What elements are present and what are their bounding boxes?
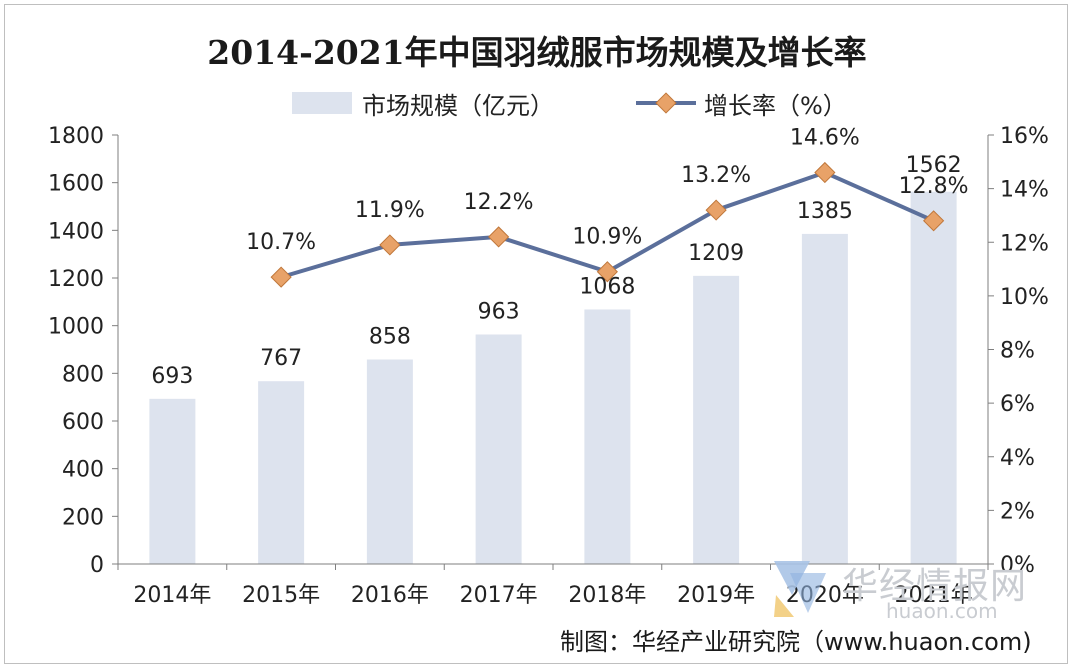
bar-2016 (366, 359, 413, 564)
growth-rate-label: 10.9% (572, 225, 642, 250)
y-right-tick-label: 0% (1000, 553, 1035, 578)
x-tick-label: 2016年 (351, 583, 429, 608)
bar-2014 (149, 398, 196, 564)
y-right-tick-label: 6% (1000, 392, 1035, 417)
y-left-tick-label: 1000 (48, 315, 104, 340)
growth-rate-marker (488, 226, 510, 248)
x-tick-label: 2019年 (677, 583, 755, 608)
y-left-tick-label: 1200 (48, 267, 104, 292)
growth-rate-label: 13.2% (681, 163, 751, 188)
source-note: 制图：华经产业研究院（www.huaon.com) (560, 628, 1032, 656)
growth-rate-marker (923, 210, 945, 232)
legend: 市场规模（亿元） 增长率（%） (0, 86, 1074, 120)
y-left-tick-label: 400 (62, 458, 104, 483)
growth-rate-label: 11.9% (355, 198, 425, 223)
y-left-tick-label: 1400 (48, 219, 104, 244)
y-left-tick-label: 0 (90, 553, 104, 578)
bar-value-label: 1209 (688, 241, 744, 266)
y-left-tick-label: 800 (62, 362, 104, 387)
y-right-tick-label: 2% (1000, 499, 1035, 524)
growth-rate-marker (814, 161, 836, 184)
y-right-tick-label: 8% (1000, 339, 1035, 364)
watermark-title: 华经情报网 (842, 566, 1028, 607)
bar-2020 (801, 233, 848, 565)
bar-2015 (258, 381, 305, 564)
bar-value-label: 963 (478, 299, 520, 324)
y-right-tick-label: 12% (1000, 231, 1049, 256)
bar-value-label: 1385 (797, 199, 853, 224)
growth-rate-label: 10.7% (246, 230, 316, 255)
x-tick-label: 2018年 (568, 583, 646, 608)
growth-rate-marker (270, 266, 292, 288)
bar-2017 (475, 334, 522, 564)
watermark-logo-icon (774, 561, 826, 617)
bar-value-label: 858 (369, 325, 411, 350)
x-tick-label: 2021年 (895, 583, 973, 608)
y-left-tick-label: 1800 (48, 124, 104, 149)
legend-label-market-size: 市场规模（亿元） (362, 91, 554, 120)
legend-bar-swatch (292, 92, 352, 114)
growth-rate-label: 12.8% (899, 174, 969, 199)
y-right-tick-label: 14% (1000, 178, 1049, 203)
y-left-tick-label: 1600 (48, 172, 104, 197)
y-right-tick-label: 4% (1000, 446, 1035, 471)
y-left-tick-label: 600 (62, 410, 104, 435)
bar-value-label: 693 (151, 364, 193, 389)
y-left-tick-label: 200 (62, 505, 104, 530)
watermark: 华经情报网 huaon.com (770, 555, 1070, 635)
legend-item-growth-rate: 增长率（%） (634, 86, 847, 120)
chart-title: 2014-2021年中国羽绒服市场规模及增长率 (207, 33, 867, 72)
watermark-url: huaon.com (886, 599, 998, 623)
y-right-tick-label: 10% (1000, 285, 1049, 310)
bar-value-label: 767 (260, 346, 302, 371)
growth-rate-marker (379, 234, 401, 256)
legend-item-market-size: 市场规模（亿元） (292, 86, 554, 120)
growth-rate-marker (596, 261, 618, 283)
y-right-tick-label: 16% (1000, 124, 1049, 149)
bar-value-label: 1562 (906, 153, 962, 178)
growth-rate-marker (705, 199, 727, 221)
growth-rate-label: 14.6% (790, 126, 860, 151)
bar-2018 (584, 309, 631, 564)
bar-2021 (910, 191, 957, 564)
growth-rate-label: 12.2% (464, 190, 534, 215)
legend-line-swatch (636, 92, 696, 114)
x-tick-label: 2017年 (460, 583, 538, 608)
bar-value-label: 1068 (579, 274, 635, 299)
x-tick-label: 2014年 (133, 583, 211, 608)
legend-label-growth-rate: 增长率（%） (704, 91, 847, 120)
bar-2019 (693, 275, 740, 564)
x-tick-label: 2015年 (242, 583, 320, 608)
